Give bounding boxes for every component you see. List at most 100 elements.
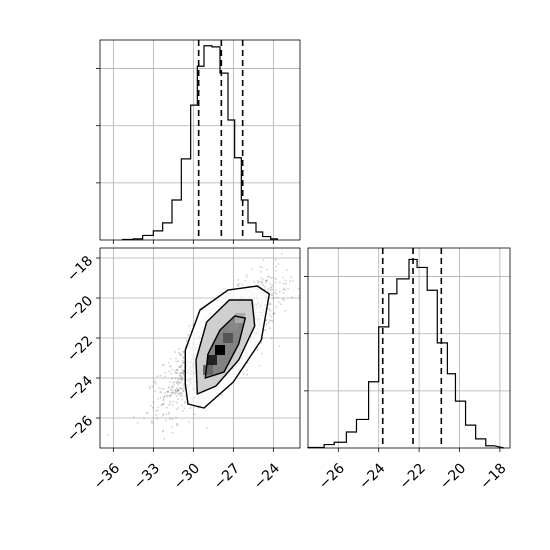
scatter-point [179, 395, 182, 397]
scatter-point [169, 388, 172, 391]
scatter-point [151, 420, 153, 422]
scatter-point [271, 284, 273, 287]
scatter-point [176, 372, 179, 375]
scatter-point [152, 401, 155, 404]
scatter-point [182, 378, 184, 381]
scatter-point [260, 270, 262, 273]
scatter-point [185, 339, 188, 342]
scatter-point [182, 372, 185, 375]
scatter-point [176, 369, 179, 372]
scatter-point [162, 399, 165, 402]
histogram-param-2-panel: −26 −24 −22 −20 −18 [304, 247, 511, 493]
scatter-point [280, 303, 282, 306]
scatter-point [181, 398, 184, 401]
scatter-point [175, 382, 178, 384]
scatter-point [168, 395, 171, 397]
scatter-point [188, 325, 191, 328]
scatter-point [183, 351, 185, 354]
scatter-point [177, 389, 180, 392]
scatter-point [158, 387, 160, 389]
scatter-point [277, 263, 280, 265]
scatter-point [175, 401, 178, 404]
scatter-point [274, 269, 277, 272]
scatter-point [182, 357, 185, 359]
scatter-point [266, 279, 268, 282]
scatter-point [262, 284, 264, 287]
scatter-point [189, 407, 192, 410]
scatter-point [182, 390, 185, 393]
scatter-point [179, 372, 182, 375]
y-tick-label: −26 [64, 413, 96, 445]
scatter-point [171, 368, 173, 371]
scatter-point [206, 427, 209, 430]
scatter-point [271, 288, 273, 291]
scatter-point [181, 409, 184, 412]
scatter-point [260, 342, 263, 345]
y-tick-label: −18 [64, 253, 96, 285]
scatter-point [181, 368, 184, 371]
scatter-point [156, 417, 159, 420]
scatter-point [177, 398, 180, 400]
scatter-point [153, 381, 156, 384]
density-core-cell [223, 333, 233, 343]
scatter-point [265, 279, 268, 282]
scatter-point [261, 352, 264, 355]
x-tick-label: −33 [131, 460, 163, 492]
scatter-point [163, 396, 166, 398]
scatter-point [274, 277, 276, 280]
scatter-point [160, 391, 163, 393]
scatter-point [181, 371, 184, 374]
scatter-point [131, 462, 133, 464]
scatter-point [260, 282, 263, 284]
scatter-point [155, 409, 158, 412]
scatter-point [246, 369, 249, 371]
scatter-point [269, 302, 272, 305]
scatter-point [163, 437, 166, 440]
scatter-point [174, 391, 176, 394]
scatter-point [143, 417, 145, 419]
scatter-point [180, 392, 183, 395]
scatter-point [176, 388, 179, 391]
scatter-point [267, 288, 269, 291]
scatter-point [269, 287, 271, 290]
y-tick-label: −22 [64, 333, 96, 365]
scatter-point [277, 301, 280, 304]
y-tick-label: −24 [64, 373, 96, 405]
scatter-point [237, 278, 240, 281]
scatter-point [183, 402, 186, 404]
scatter-point [262, 279, 265, 281]
scatter-point [161, 402, 164, 405]
scatter-point [138, 451, 140, 453]
scatter-point [260, 277, 263, 280]
scatter-point [176, 369, 179, 371]
scatter-point [165, 419, 167, 422]
scatter-point [286, 269, 288, 272]
scatter-point [163, 395, 166, 397]
scatter-point [155, 382, 157, 385]
scatter-point [182, 371, 185, 374]
scatter-point [258, 280, 260, 283]
scatter-point [282, 298, 284, 301]
scatter-point [181, 361, 184, 364]
scatter-point [258, 365, 261, 367]
scatter-point [272, 297, 275, 299]
scatter-point [171, 431, 174, 434]
scatter-point [182, 361, 185, 364]
scatter-point [282, 276, 284, 279]
density-core-cell [203, 365, 213, 375]
scatter-point [266, 268, 269, 271]
scatter-point [177, 459, 179, 461]
density-core-cell [228, 321, 239, 331]
scatter-point [194, 413, 197, 415]
scatter-point [262, 259, 265, 262]
scatter-point [174, 377, 177, 380]
scatter-point [181, 376, 184, 379]
scatter-point [273, 312, 276, 315]
x-tick-label: −18 [477, 460, 509, 492]
scatter-point [275, 293, 278, 295]
density-core-cell [215, 345, 225, 355]
scatter-point [223, 287, 225, 290]
scatter-point [179, 366, 182, 369]
scatter-point [181, 394, 184, 397]
scatter-point [253, 281, 255, 283]
